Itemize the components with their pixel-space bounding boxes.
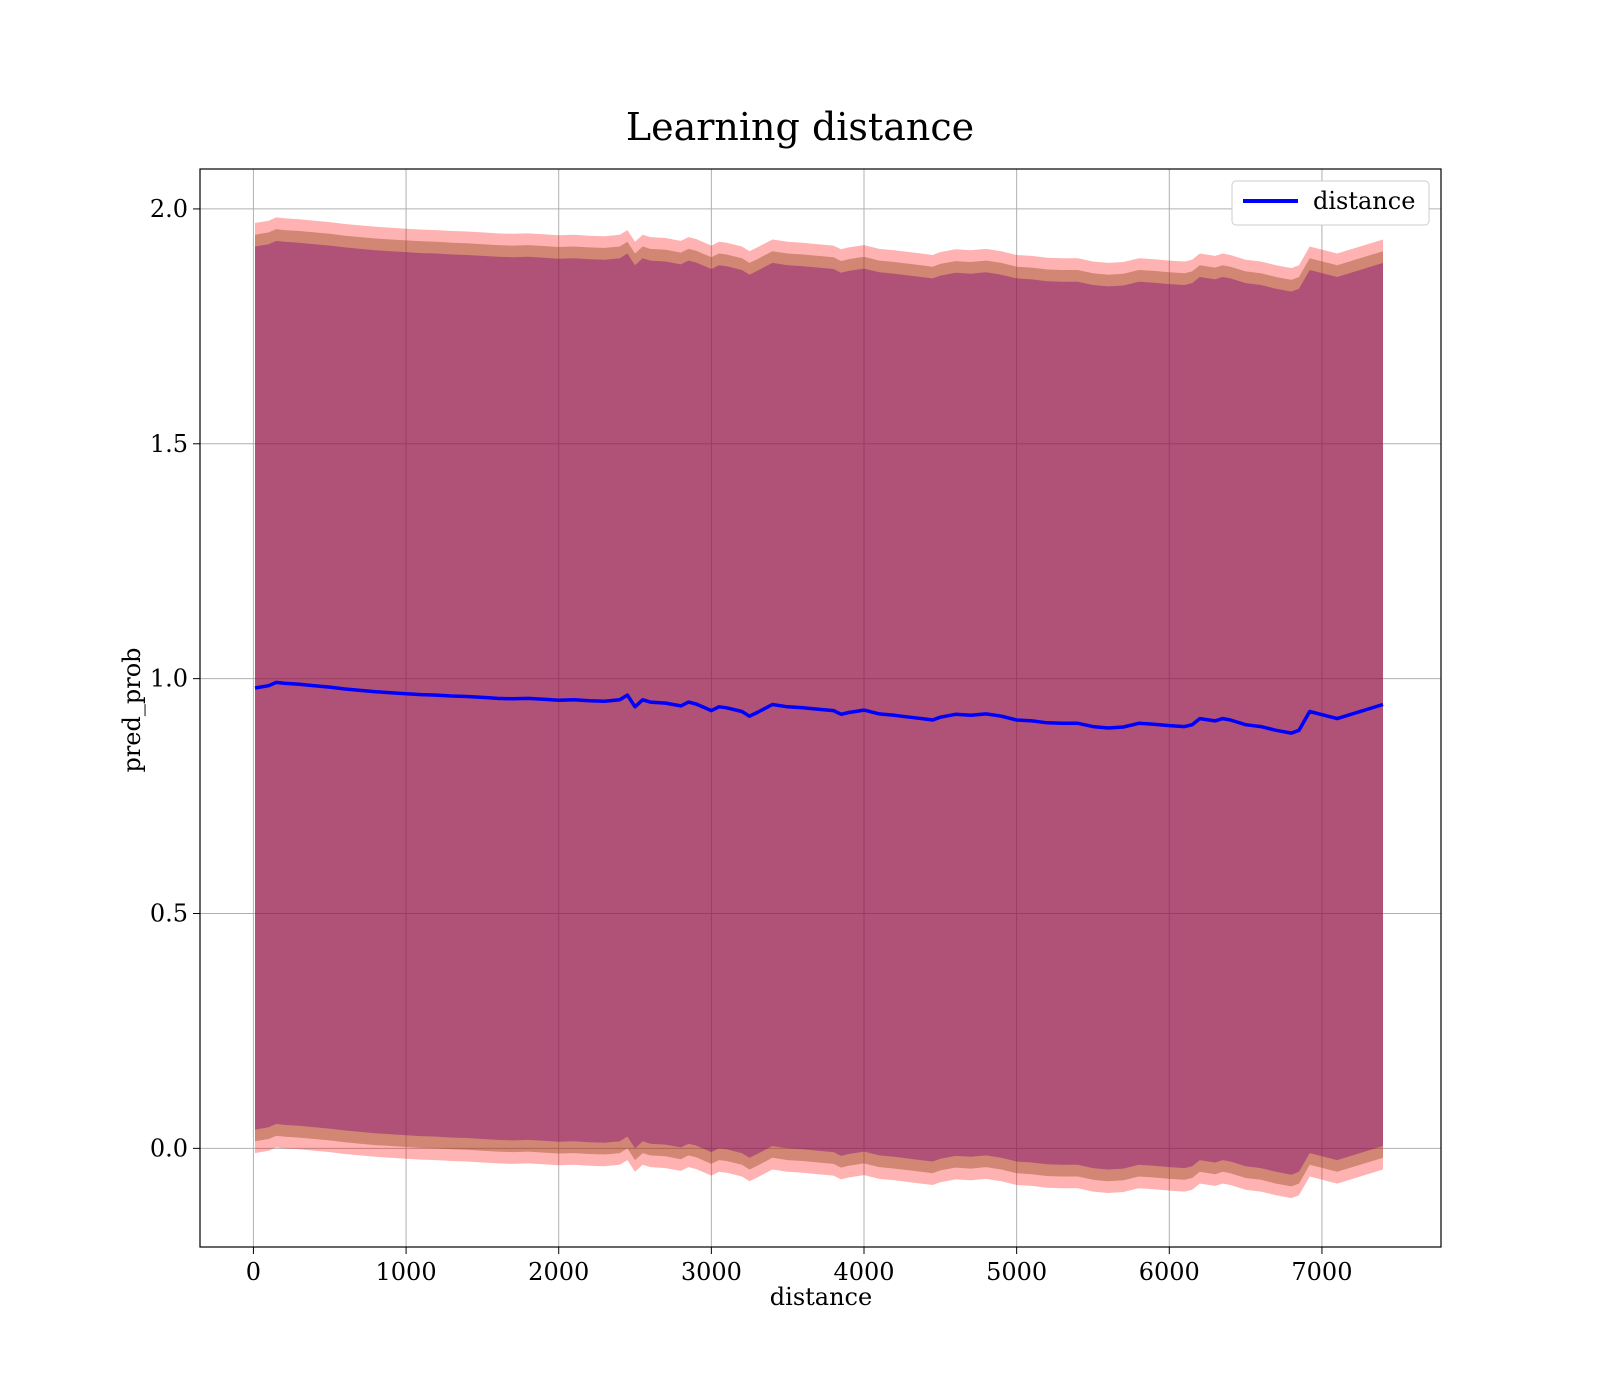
y-axis-label: pred_prob [118, 647, 146, 772]
x-tick-label: 2000 [528, 1258, 589, 1286]
y-tick-label: 0.0 [150, 1134, 188, 1162]
x-tick-label: 1000 [376, 1258, 437, 1286]
legend-entry-distance: distance [1313, 187, 1415, 215]
x-tick-label: 3000 [681, 1258, 742, 1286]
x-axis-label: distance [770, 1283, 872, 1311]
plot-frame [199, 168, 1442, 1248]
chart-title: Learning distance [626, 105, 974, 149]
y-tick-label: 2.0 [150, 195, 188, 223]
x-tick-label: 7000 [1291, 1258, 1352, 1286]
y-tick-label: 1.0 [150, 665, 188, 693]
legend-box [1231, 180, 1430, 226]
x-tick-label: 6000 [1139, 1258, 1200, 1286]
y-axis-ticks: 0.0 0.5 1.0 1.5 2.0 [150, 195, 200, 1162]
y-tick-label: 1.5 [150, 430, 188, 458]
y-tick-label: 0.5 [150, 900, 188, 928]
series-lines [254, 680, 1384, 735]
x-tick-label: 4000 [833, 1258, 894, 1286]
x-tick-label: 0 [246, 1258, 261, 1286]
legend: distance [1231, 180, 1430, 226]
x-axis-ticks: 0 1000 2000 3000 4000 5000 6000 7000 [246, 1247, 1352, 1286]
grid [200, 169, 1441, 1247]
x-tick-label: 5000 [986, 1258, 1047, 1286]
series-line-distance [254, 680, 1384, 735]
